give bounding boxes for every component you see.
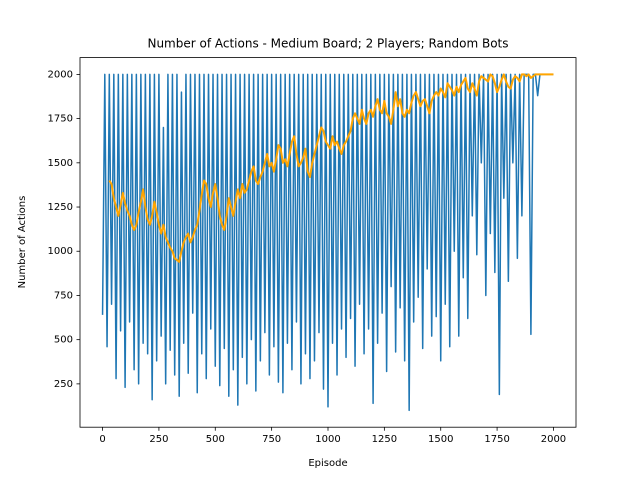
y-tick-label: 1250 bbox=[48, 202, 73, 213]
x-axis-label: Episode bbox=[308, 458, 347, 469]
x-tick-label: 750 bbox=[262, 434, 281, 445]
x-tick-label: 1250 bbox=[372, 434, 397, 445]
x-tick-label: 250 bbox=[149, 434, 168, 445]
y-tick-label: 250 bbox=[54, 379, 73, 390]
y-tick-label: 2000 bbox=[48, 69, 73, 80]
x-tick-label: 2000 bbox=[541, 434, 566, 445]
x-tick-label: 0 bbox=[99, 434, 105, 445]
x-tick-label: 1750 bbox=[484, 434, 509, 445]
series-line bbox=[108, 73, 554, 263]
series-line bbox=[101, 73, 554, 412]
y-tick-label: 1000 bbox=[48, 246, 73, 257]
x-tick-label: 1500 bbox=[428, 434, 453, 445]
y-axis-label: Number of Actions bbox=[17, 196, 28, 289]
x-tick-label: 500 bbox=[206, 434, 225, 445]
y-tick-label: 1750 bbox=[48, 114, 73, 125]
x-tick-label: 1000 bbox=[315, 434, 340, 445]
y-tick-label: 1500 bbox=[48, 158, 73, 169]
y-tick-label: 750 bbox=[54, 290, 73, 301]
chart-title: Number of Actions - Medium Board; 2 Play… bbox=[147, 37, 508, 51]
y-tick-label: 500 bbox=[54, 335, 73, 346]
